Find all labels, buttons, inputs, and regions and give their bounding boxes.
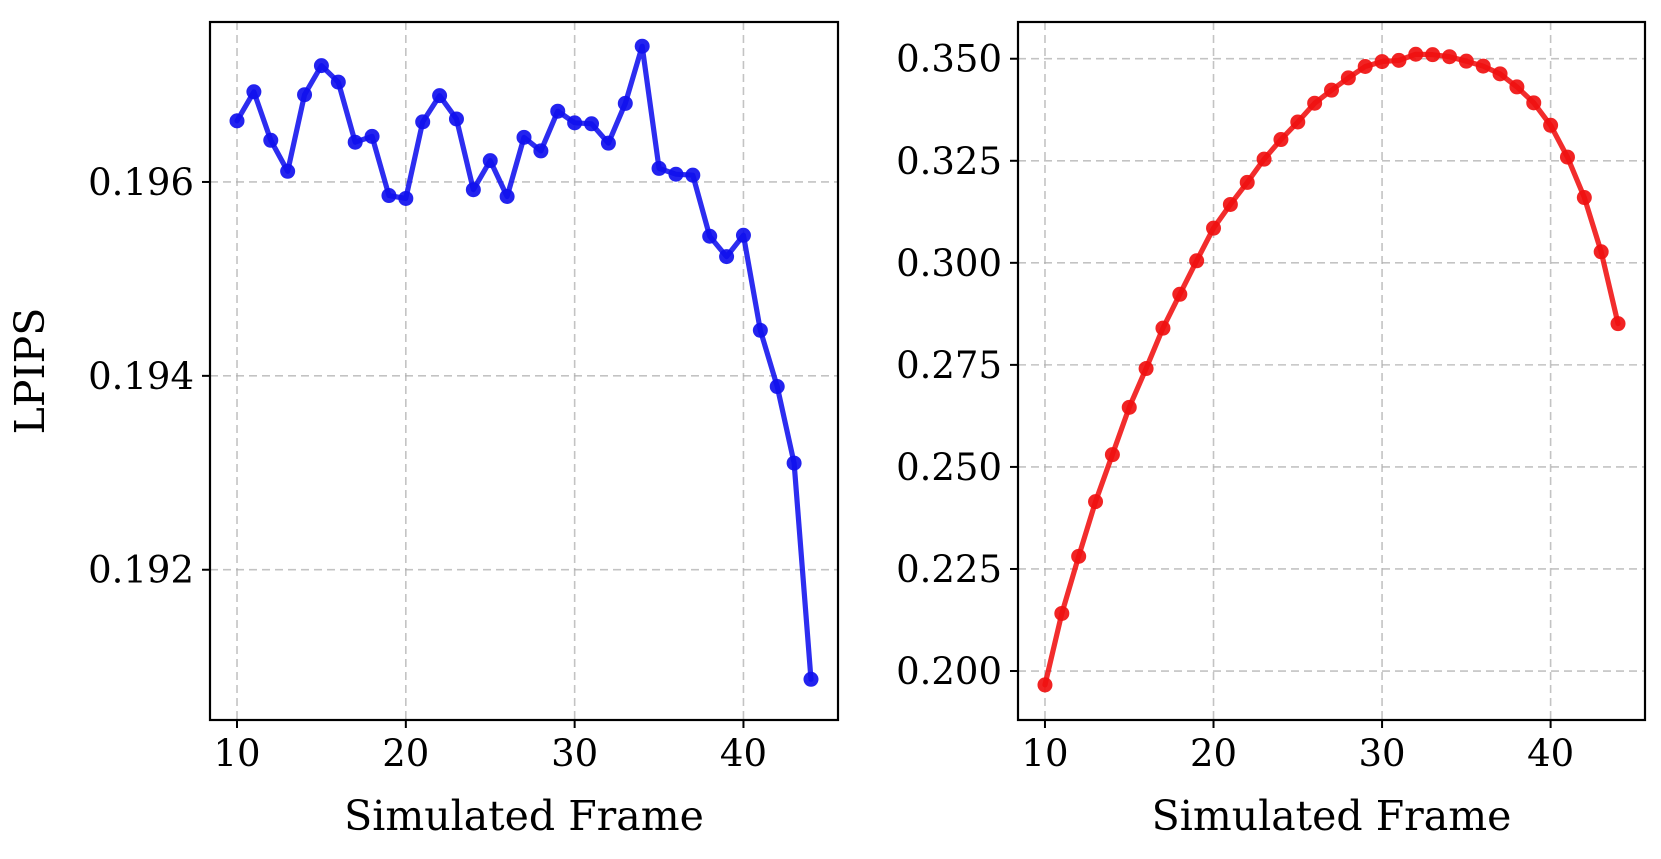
y-tick-label: 0.275 — [896, 344, 1002, 387]
data-point — [364, 128, 380, 144]
y-tick-label: 0.194 — [88, 355, 194, 398]
data-point — [1172, 286, 1188, 302]
data-point — [516, 129, 532, 145]
data-point — [1526, 95, 1542, 111]
data-point — [702, 228, 718, 244]
data-point — [1222, 196, 1238, 212]
x-tick-label: 20 — [1190, 732, 1237, 775]
data-point — [1559, 149, 1575, 165]
data-point — [668, 166, 684, 182]
data-point — [1492, 66, 1508, 82]
data-point — [1307, 95, 1323, 111]
data-point — [1576, 190, 1592, 206]
data-point — [330, 74, 346, 90]
x-tick-label: 30 — [1359, 732, 1406, 775]
data-point — [499, 189, 515, 204]
data-point — [263, 132, 279, 148]
data-point — [1475, 58, 1491, 74]
data-point — [1593, 244, 1609, 260]
x-tick-label: 40 — [720, 732, 767, 775]
data-point — [803, 671, 819, 687]
data-point — [347, 134, 363, 150]
data-point — [1121, 399, 1137, 415]
data-point — [1239, 174, 1255, 190]
data-point — [1290, 114, 1306, 130]
data-point — [482, 153, 498, 169]
x-tick-label: 10 — [213, 732, 260, 775]
data-point — [600, 135, 616, 151]
data-point — [735, 227, 751, 243]
data-point — [1037, 677, 1053, 693]
data-point — [719, 249, 735, 265]
data-point — [415, 114, 431, 130]
data-point — [533, 143, 549, 159]
data-point — [1509, 79, 1525, 95]
x-axis-label: Simulated Frame — [344, 792, 704, 840]
data-point — [432, 88, 448, 104]
data-point — [448, 111, 464, 127]
y-tick-label: 0.350 — [896, 38, 1002, 81]
data-point — [1610, 316, 1626, 332]
data-point — [229, 113, 245, 129]
data-point — [1189, 253, 1205, 269]
data-point — [1206, 220, 1222, 236]
y-tick-label: 0.300 — [896, 242, 1002, 285]
data-point — [1374, 54, 1390, 70]
data-point — [246, 84, 262, 100]
plot-frame — [1016, 20, 1647, 722]
data-point — [1273, 132, 1289, 148]
data-point — [1425, 47, 1441, 63]
x-tick-label: 20 — [382, 732, 429, 775]
data-point — [1458, 53, 1474, 69]
data-point — [465, 182, 481, 198]
left-chart-panel: 10 20 30 40 0.192 0.194 0.196 Simulated Frame LP… — [6, 20, 840, 840]
y-tick-label: 0.250 — [896, 446, 1002, 489]
data-point — [651, 160, 667, 176]
data-point — [313, 58, 329, 74]
data-point — [1054, 605, 1070, 621]
x-axis-label: Simulated Frame — [1152, 792, 1512, 840]
y-tick-label: 0.192 — [88, 549, 194, 592]
data-point — [1104, 447, 1120, 463]
data-point — [1441, 49, 1457, 65]
data-point — [1357, 58, 1373, 74]
data-point — [1391, 52, 1407, 68]
data-point — [297, 87, 313, 103]
data-point — [786, 455, 802, 471]
data-point — [567, 115, 583, 131]
y-tick-label: 0.196 — [88, 161, 194, 204]
y-tick-label: 0.325 — [896, 140, 1002, 183]
series-line — [1042, 51, 1621, 688]
data-point — [584, 116, 600, 132]
plot-frame — [208, 20, 840, 722]
data-point — [685, 167, 701, 183]
data-point — [398, 190, 414, 206]
data-point — [1340, 70, 1356, 86]
data-point — [1324, 82, 1339, 98]
data-point — [280, 163, 296, 179]
data-point — [617, 95, 633, 111]
data-point — [1543, 117, 1559, 133]
y-tick-label: 0.225 — [896, 548, 1002, 591]
data-point — [550, 103, 566, 119]
data-point — [1088, 494, 1104, 510]
data-point — [634, 38, 650, 54]
data-point — [1408, 46, 1424, 62]
data-point — [1138, 361, 1154, 377]
x-tick-label: 30 — [551, 732, 598, 775]
data-point — [752, 322, 768, 338]
y-tick-label: 0.200 — [896, 650, 1002, 693]
data-point — [1256, 151, 1272, 167]
data-point — [769, 379, 785, 395]
x-tick-label: 10 — [1021, 732, 1068, 775]
data-point — [381, 188, 397, 204]
x-tick-label: 40 — [1527, 732, 1574, 775]
right-chart-panel: 10 20 30 40 0.200 0.225 0.250 0.275 0.300 0.325 0.… — [896, 20, 1647, 840]
data-point — [1071, 548, 1087, 564]
y-axis-label: LPIPS — [6, 308, 54, 435]
data-point — [1155, 320, 1171, 336]
